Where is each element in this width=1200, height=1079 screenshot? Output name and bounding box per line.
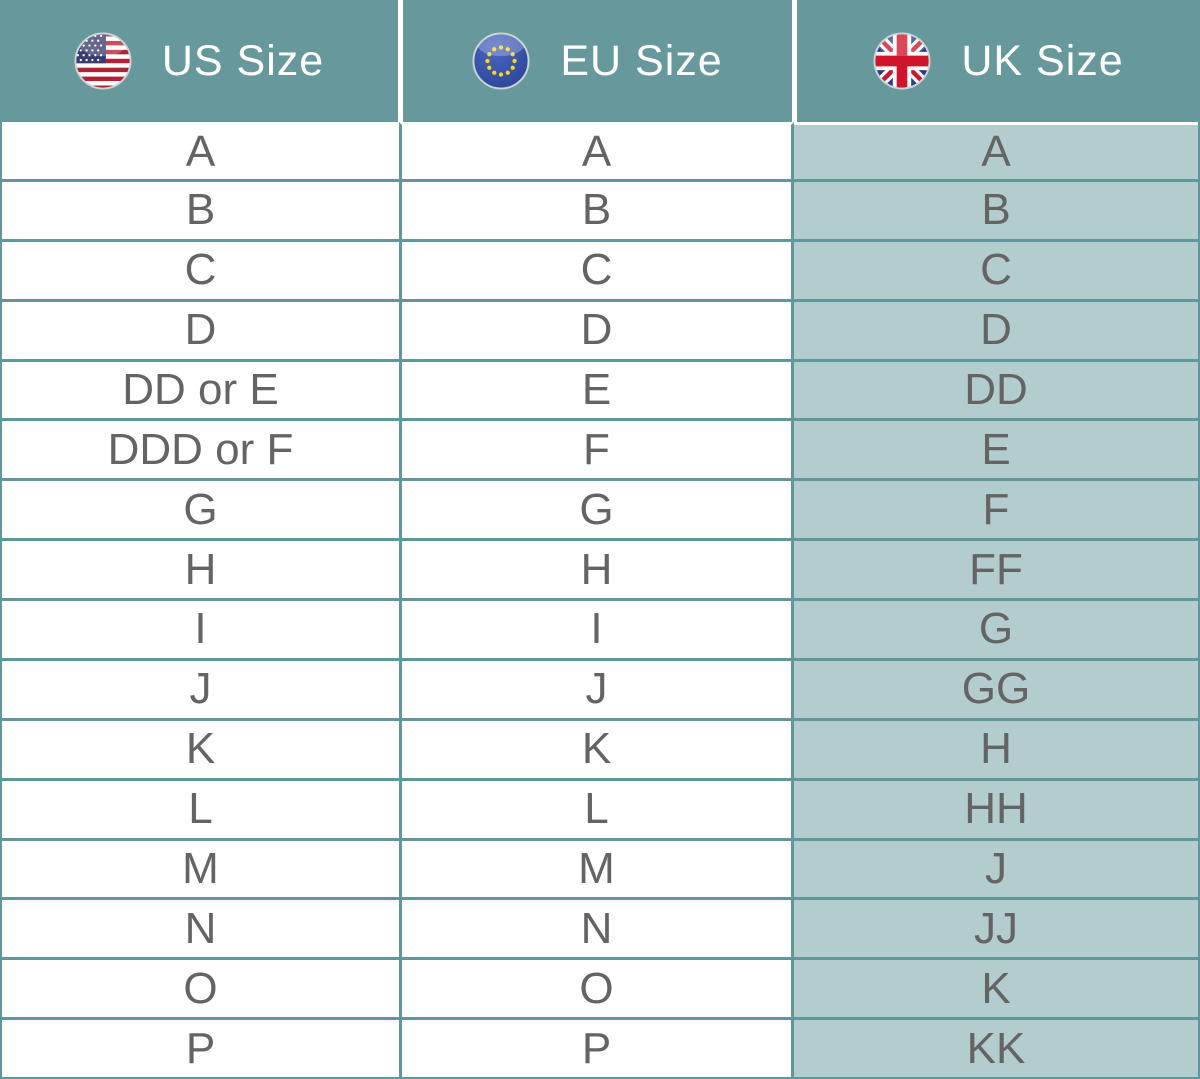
- us-size-cell: P: [2, 1020, 399, 1077]
- uk-size-cell: E: [794, 421, 1198, 479]
- table-row: A A A: [2, 122, 1198, 179]
- eu-size-cell: J: [399, 660, 794, 718]
- us-size-cell: DDD or F: [2, 421, 399, 479]
- eu-size-cell: C: [399, 241, 794, 299]
- uk-size-cell: K: [794, 960, 1198, 1018]
- table-row: J J GG: [2, 657, 1198, 718]
- table-row: O O K: [2, 957, 1198, 1018]
- eu-size-cell: A: [399, 122, 794, 179]
- table-row: DD or E E DD: [2, 358, 1198, 419]
- eu-size-cell: D: [399, 301, 794, 359]
- eu-size-cell: K: [399, 720, 794, 778]
- uk-size-cell: G: [794, 601, 1198, 658]
- us-size-cell: A: [2, 122, 399, 179]
- us-size-cell: L: [2, 780, 399, 838]
- eu-size-cell: G: [399, 481, 794, 539]
- table-row: B B B: [2, 178, 1198, 239]
- us-size-cell: H: [2, 541, 399, 598]
- uk-size-cell: JJ: [794, 900, 1198, 958]
- header-label-uk: UK Size: [961, 36, 1124, 85]
- header-cell-us: US Size: [0, 0, 398, 122]
- us-size-cell: D: [2, 301, 399, 359]
- us-size-cell: G: [2, 481, 399, 539]
- table-row: K K H: [2, 717, 1198, 778]
- size-table-body: A A A B B B C C C D D D DD or E E DD DDD…: [0, 122, 1200, 1079]
- table-header-row: US Size: [0, 0, 1200, 122]
- uk-size-cell: KK: [794, 1020, 1198, 1077]
- uk-size-cell: C: [794, 241, 1198, 299]
- header-cell-eu: EU Size: [403, 0, 792, 122]
- uk-size-cell: FF: [794, 541, 1198, 598]
- us-size-cell: K: [2, 720, 399, 778]
- uk-size-cell: H: [794, 720, 1198, 778]
- eu-size-cell: B: [399, 181, 794, 239]
- us-size-cell: I: [2, 601, 399, 658]
- eu-size-cell: P: [399, 1020, 794, 1077]
- table-row: M M J: [2, 837, 1198, 898]
- table-row: I I G: [2, 598, 1198, 658]
- uk-size-cell: GG: [794, 660, 1198, 718]
- table-row: P P KK: [2, 1017, 1198, 1077]
- table-row: H H FF: [2, 538, 1198, 598]
- uk-size-cell: F: [794, 481, 1198, 539]
- us-flag-icon: [74, 32, 132, 90]
- eu-size-cell: I: [399, 601, 794, 658]
- eu-size-cell: E: [399, 361, 794, 419]
- header-label-eu: EU Size: [560, 36, 723, 85]
- table-row: L L HH: [2, 777, 1198, 838]
- eu-size-cell: H: [399, 541, 794, 598]
- uk-size-cell: B: [794, 181, 1198, 239]
- header-cell-uk: UK Size: [797, 0, 1200, 122]
- eu-size-cell: O: [399, 960, 794, 1018]
- table-row: G G F: [2, 478, 1198, 539]
- us-size-cell: M: [2, 840, 399, 898]
- table-row: DDD or F F E: [2, 418, 1198, 479]
- uk-size-cell: HH: [794, 780, 1198, 838]
- us-size-cell: N: [2, 900, 399, 958]
- eu-size-cell: N: [399, 900, 794, 958]
- us-size-cell: J: [2, 660, 399, 718]
- header-label-us: US Size: [161, 36, 325, 85]
- uk-size-cell: A: [794, 122, 1198, 179]
- eu-size-cell: M: [399, 840, 794, 898]
- eu-flag-icon: [472, 32, 530, 90]
- table-row: D D D: [2, 298, 1198, 359]
- eu-size-cell: L: [399, 780, 794, 838]
- uk-size-cell: J: [794, 840, 1198, 898]
- table-row: C C C: [2, 238, 1198, 299]
- uk-size-cell: DD: [794, 361, 1198, 419]
- table-row: N N JJ: [2, 897, 1198, 958]
- us-size-cell: O: [2, 960, 399, 1018]
- us-size-cell: DD or E: [2, 361, 399, 419]
- uk-size-cell: D: [794, 301, 1198, 359]
- eu-size-cell: F: [399, 421, 794, 479]
- uk-flag-icon: [873, 32, 931, 90]
- us-size-cell: C: [2, 241, 399, 299]
- us-size-cell: B: [2, 181, 399, 239]
